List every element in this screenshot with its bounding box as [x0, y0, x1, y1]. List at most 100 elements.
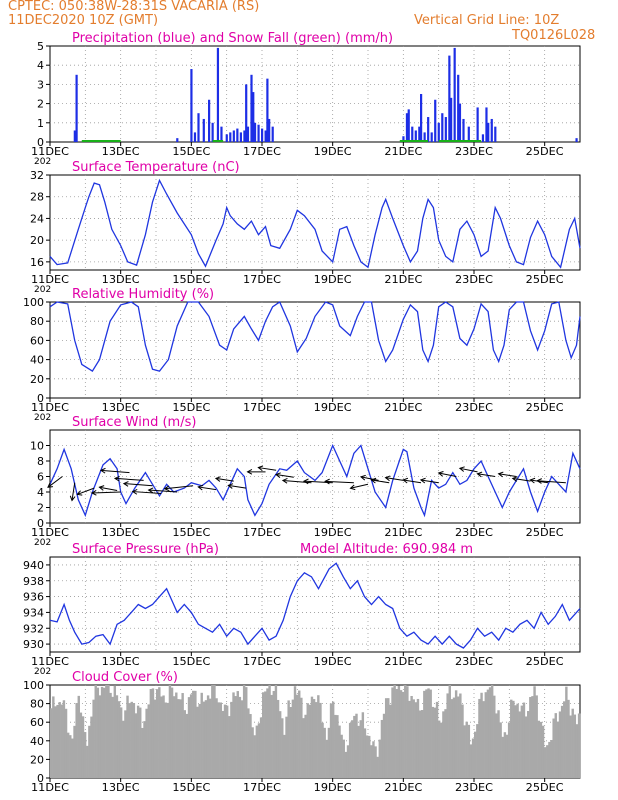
cloud-bar [58, 702, 61, 778]
cloud-bar [302, 718, 305, 778]
x-tick-label: 17DEC [243, 781, 281, 794]
cloud-bar [380, 719, 384, 778]
x-tick-label: 11DEC [31, 781, 69, 794]
x-tick-label: 25DEC [526, 145, 564, 158]
x-tick-label: 23DEC [455, 401, 493, 414]
wind-arrow [122, 481, 153, 487]
year-stub: 202 [34, 538, 51, 548]
wind-arrow-shaft [537, 480, 566, 484]
wind-arrow-shaft [77, 487, 95, 495]
cloud-bar [172, 696, 176, 778]
cloud-bar [389, 704, 392, 778]
x-tick-label: 15DEC [172, 655, 210, 668]
header-datetime: 11DEC2020 10Z (GMT) [8, 13, 159, 28]
cloud-bar [433, 707, 437, 778]
cloud-bar [141, 727, 144, 778]
cloud-bar [331, 701, 335, 778]
cloud-bar [338, 725, 341, 778]
cloud-bar [232, 692, 235, 778]
cloud-bar [77, 695, 80, 778]
cloud-bar [257, 723, 261, 778]
precip-bar [481, 134, 485, 142]
cloud-bar [56, 704, 59, 778]
precip-bar [437, 122, 440, 142]
cloud-bar [556, 721, 560, 778]
x-tick-label: 15DEC [172, 145, 210, 158]
cloud-bar [535, 695, 538, 778]
x-tick-label: 11DEC [31, 526, 69, 539]
cloud-bar [495, 713, 498, 778]
cloud-bar [325, 739, 329, 778]
precip-bar [490, 118, 493, 142]
wind-arrow [511, 476, 531, 482]
x-tick-label: 19DEC [314, 655, 352, 668]
header-station: CPTEC: 050:38W-28:31S VACARIA (RS) [8, 0, 260, 14]
cloud-bar [88, 725, 91, 778]
wind-arrow-shaft [91, 491, 121, 494]
cloud-bar [529, 697, 532, 778]
wind-arrow-head [349, 484, 356, 491]
precip-bar [266, 78, 269, 142]
wind-arrow [214, 476, 234, 482]
wind-arrow-shaft [275, 474, 294, 478]
x-tick-label: 25DEC [526, 401, 564, 414]
wind-arrow-shaft [477, 473, 496, 477]
cloud-bar [264, 691, 267, 778]
cloud-bar [518, 711, 521, 778]
wind-arrow-head [476, 471, 483, 478]
x-tick-label: 21DEC [384, 401, 422, 414]
cloud-bar [90, 716, 93, 778]
precip-bar [457, 74, 460, 142]
x-tick-label: 21DEC [384, 781, 422, 794]
cloud-bar [54, 706, 57, 778]
precip-bar [268, 118, 271, 142]
cloud-bar [158, 687, 161, 778]
cloud-bar [505, 734, 509, 778]
cloud-bar [202, 701, 206, 778]
wind-arrow-head [370, 477, 377, 484]
precip-bar [485, 107, 488, 142]
cloud-bar [228, 716, 231, 778]
x-tick-label: 11DEC [31, 655, 69, 668]
y-tick-label: 0 [37, 392, 44, 405]
cloud-bar [368, 735, 371, 778]
precip-bar [211, 122, 214, 142]
cloud-bar [474, 731, 477, 778]
cloud-bar [334, 714, 337, 778]
cloud-bar [516, 703, 519, 778]
cloud-bar [225, 705, 229, 778]
cloud-bar [119, 707, 123, 778]
cloud-bar [427, 688, 430, 778]
cloud-bar [370, 745, 373, 778]
cloud-bar [450, 699, 454, 778]
precip-bar [190, 69, 193, 142]
x-tick-label: 13DEC [102, 145, 140, 158]
wind-series-line [49, 443, 581, 518]
cloud-bar [134, 713, 138, 778]
cloud-bar [268, 685, 271, 778]
cloud-bar [467, 724, 471, 778]
precip-bar [216, 47, 220, 142]
precip-bar [253, 122, 257, 142]
cloud-bar [253, 735, 256, 778]
precip-bar [246, 126, 250, 142]
wind-arrow-shaft [385, 477, 404, 481]
cloud-bar [344, 751, 348, 778]
precip-bar [427, 117, 430, 142]
cloud-bar [103, 687, 106, 778]
cloud-bar [461, 704, 464, 778]
cloud-bar [136, 705, 140, 778]
wind-arrow-head [163, 485, 170, 492]
cloud-bar [531, 696, 534, 778]
cloud-bar [387, 698, 390, 778]
cloud-bar [503, 732, 507, 778]
wind-arrow-head [246, 469, 253, 475]
x-tick-label: 21DEC [384, 655, 422, 668]
cloud-bar [149, 689, 153, 778]
x-tick-label: 19DEC [314, 145, 352, 158]
x-tick-label: 23DEC [455, 273, 493, 286]
cloud-bar [145, 708, 148, 778]
wind-arrow [163, 485, 194, 492]
wind-arrow [437, 471, 457, 477]
cloud-bar [147, 704, 150, 778]
